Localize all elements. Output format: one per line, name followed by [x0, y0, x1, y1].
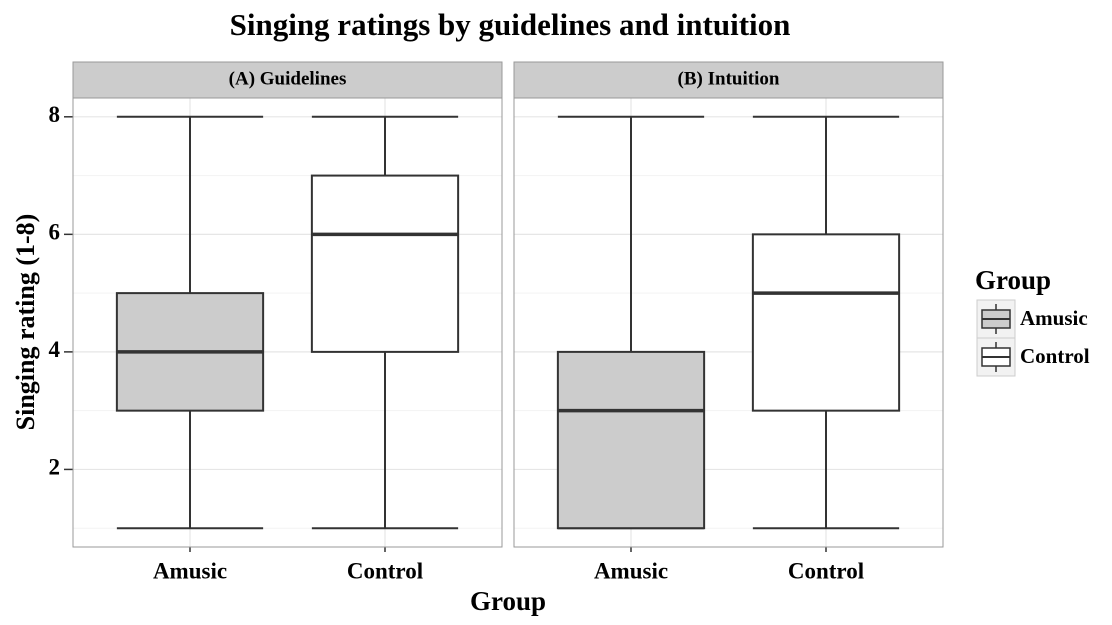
chart-title: Singing ratings by guidelines and intuit…: [230, 7, 791, 42]
x-tick-label: Amusic: [153, 558, 227, 583]
y-tick-label: 6: [49, 220, 61, 245]
strip: [72, 61, 503, 99]
x-tick-label: Control: [788, 558, 864, 583]
legend-label: Control: [1020, 344, 1090, 368]
strip: [513, 61, 944, 99]
box: [556, 350, 706, 530]
y-tick-label: 8: [49, 102, 61, 127]
y-tick-label: 4: [49, 337, 61, 362]
facet-title: (B) Intuition: [678, 68, 780, 89]
x-axis-label: Group: [470, 586, 546, 616]
x-tick-label: Control: [347, 558, 423, 583]
legend-label: Amusic: [1020, 306, 1088, 330]
facet-title: (A) Guidelines: [229, 68, 347, 89]
panel-border: [72, 97, 503, 548]
y-axis-label: Singing rating (1-8): [11, 214, 40, 431]
box: [751, 233, 901, 412]
panel-border: [513, 97, 944, 548]
legend-title: Group: [975, 265, 1051, 295]
y-tick-label: 2: [49, 455, 61, 480]
x-tick-label: Amusic: [594, 558, 668, 583]
box: [310, 174, 460, 353]
